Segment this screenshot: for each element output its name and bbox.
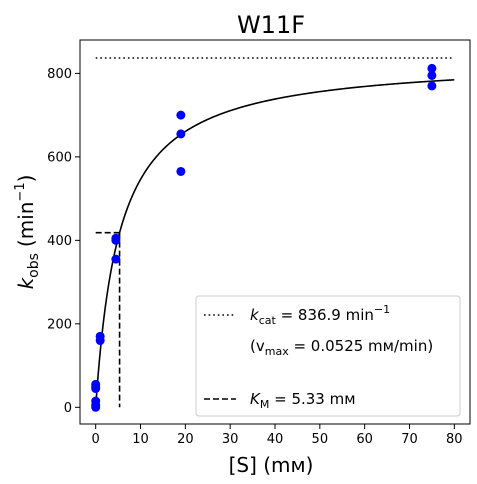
x-tick-label: 40 [267,432,284,447]
y-tick-label: 0 [64,401,72,416]
legend-vmax-label: (vmax = 0.0525 mм/min) [250,337,433,358]
legend-vmax-prefix: (v [250,337,265,355]
legend-kcat-rest: = 836.9 min [276,306,374,324]
legend-km-rest: = 5.33 mм [269,390,355,408]
x-axis-title: [S] (mм) [229,453,314,477]
data-point [176,110,186,120]
y-axis-title-main: k [14,276,38,289]
data-point [91,396,101,406]
x-tick-label: 20 [177,432,194,447]
legend-box [195,295,461,417]
y-axis-title-sub: obs [26,253,42,278]
legend-km-sub: M [260,398,270,411]
y-tick-label: 200 [47,317,72,332]
data-point [427,63,437,73]
x-tick-label: 0 [92,432,100,447]
data-point [111,254,121,264]
y-tick-label: 800 [47,67,72,82]
y-tick-label: 400 [47,234,72,249]
legend-km-main: K [250,390,261,408]
data-point [176,129,186,139]
x-tick-label: 10 [132,432,149,447]
legend-kcat-sub: cat [259,314,277,327]
legend-kcat-sup: −1 [374,303,390,316]
legend-vmax-sub: max [265,345,289,358]
x-tick-label: 60 [356,432,373,447]
legend-vmax-rest: = 0.0525 mм/min) [289,337,433,355]
x-tick-label: 80 [446,432,463,447]
data-point [91,379,101,389]
legend-kcat-main: k [250,306,260,324]
y-axis-title: kobs (min−1) [13,175,42,290]
y-axis-title-unit-sup: −1 [13,182,28,201]
x-tick-label: 50 [312,432,329,447]
data-point [427,70,437,80]
legend-kcat-label: kcat = 836.9 min−1 [250,303,390,327]
y-tick-label: 600 [47,150,72,165]
y-axis-title-unit: (min [14,202,38,248]
x-tick-label: 70 [401,432,418,447]
michaelis-menten-fit-curve [94,79,455,408]
y-axis-title-unit-end: ) [14,175,38,183]
x-tick-label: 30 [222,432,239,447]
chart-title: W11F [237,11,305,39]
data-point [111,233,121,243]
legend: kcat = 836.9 min−1 (vmax = 0.0525 mм/min… [195,295,461,417]
data-series [91,57,455,412]
data-point [176,166,186,176]
data-point [427,81,437,91]
data-point [95,331,105,341]
legend-km-label: KM = 5.33 mм [250,390,356,411]
